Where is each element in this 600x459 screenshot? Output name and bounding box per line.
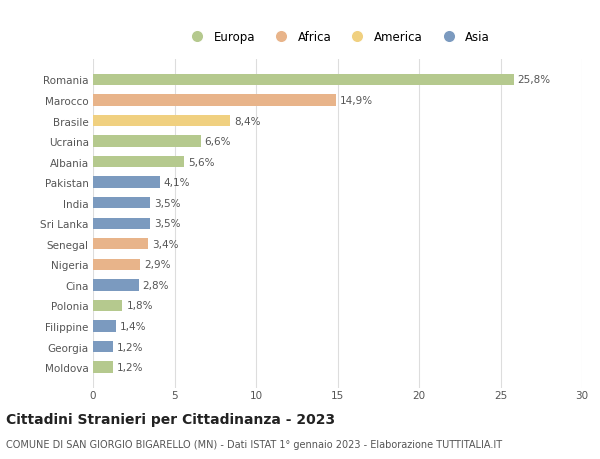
Bar xyxy=(93,177,160,188)
Text: 1,4%: 1,4% xyxy=(120,321,146,331)
Text: 3,5%: 3,5% xyxy=(154,198,181,208)
Text: 3,4%: 3,4% xyxy=(152,239,179,249)
Bar xyxy=(93,95,336,106)
Bar xyxy=(93,362,113,373)
Text: 1,2%: 1,2% xyxy=(116,362,143,372)
Bar xyxy=(93,321,116,332)
Text: 5,6%: 5,6% xyxy=(188,157,215,167)
Text: 2,9%: 2,9% xyxy=(145,260,171,270)
Bar xyxy=(93,239,148,250)
Bar xyxy=(93,116,230,127)
Bar xyxy=(93,75,514,86)
Bar xyxy=(93,259,140,270)
Text: Cittadini Stranieri per Cittadinanza - 2023: Cittadini Stranieri per Cittadinanza - 2… xyxy=(6,412,335,426)
Text: 1,8%: 1,8% xyxy=(127,301,153,311)
Bar xyxy=(93,136,200,147)
Text: 4,1%: 4,1% xyxy=(164,178,190,188)
Text: 14,9%: 14,9% xyxy=(340,96,373,106)
Text: 2,8%: 2,8% xyxy=(143,280,169,290)
Text: 1,2%: 1,2% xyxy=(116,342,143,352)
Text: 3,5%: 3,5% xyxy=(154,219,181,229)
Text: 6,6%: 6,6% xyxy=(205,137,231,147)
Bar xyxy=(93,198,150,209)
Text: 25,8%: 25,8% xyxy=(518,75,551,85)
Bar xyxy=(93,300,122,311)
Legend: Europa, Africa, America, Asia: Europa, Africa, America, Asia xyxy=(181,26,494,49)
Bar xyxy=(93,157,184,168)
Bar xyxy=(93,218,150,230)
Bar xyxy=(93,280,139,291)
Text: 8,4%: 8,4% xyxy=(234,116,260,126)
Bar xyxy=(93,341,113,353)
Text: COMUNE DI SAN GIORGIO BIGARELLO (MN) - Dati ISTAT 1° gennaio 2023 - Elaborazione: COMUNE DI SAN GIORGIO BIGARELLO (MN) - D… xyxy=(6,439,502,449)
